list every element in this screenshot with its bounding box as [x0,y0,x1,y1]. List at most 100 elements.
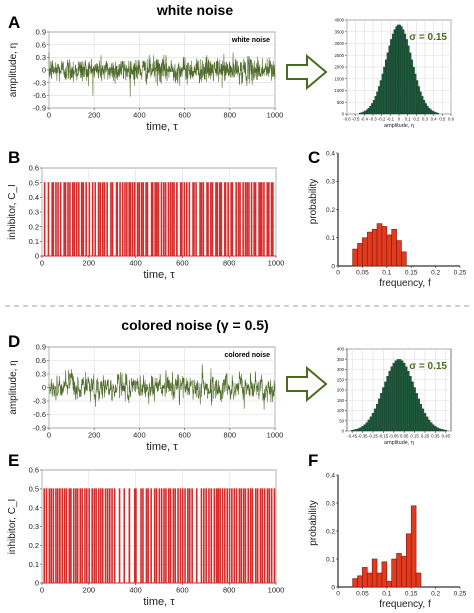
chart-e-inhibitor: 0 0.1 0.2 0.3 0.4 0.5 0.6 0 200 400 600 800 1000 time… [7,466,284,608]
histogram-bar [427,419,431,432]
histogram-bar [373,408,377,432]
y-tick-label: 2000 [334,65,344,70]
histogram-bar [428,107,431,115]
histogram-bar [404,33,407,115]
x-axis-label: time, τ [146,441,178,453]
spike-pulse [254,182,257,256]
spike-pulse [99,182,102,256]
y-tick-label: 1000 [334,88,344,93]
histogram-bar [415,572,422,588]
histogram-bar [405,39,408,115]
spike-pulse [231,182,234,256]
histogram-bar [372,100,375,115]
x-tick-label: -0.05 [389,433,399,438]
chart-b-inhibitor: 0 0.1 0.2 0.3 0.4 0.5 0.6 0 200 400 600 800 1000 time… [7,164,284,281]
spike-pulse [215,182,217,256]
histogram-bar [421,96,424,115]
x-tick-label: 0 [47,431,51,440]
histogram-bar [442,429,445,432]
y-tick-label: 0.3 [36,370,46,379]
x-tick-label: 200 [88,111,101,120]
spike-pulse [240,488,243,583]
histogram-bar [440,429,443,432]
y-tick-label: 0.4 [326,150,335,157]
x-tick-label: 0.1 [382,270,391,277]
spike-pulse [215,488,218,583]
histogram-bar [376,223,383,267]
spike-pulse [213,488,216,583]
histogram-bar [391,33,394,115]
y-tick-label: 0.3 [326,179,335,186]
spike-pulse [56,488,59,583]
x-tick-label: 400 [129,259,142,268]
spike-pulse [211,182,214,256]
spike-pulse [224,488,226,583]
x-tick-label: 0.2 [413,116,420,121]
x-tick-label: -0.1 [387,116,395,121]
spike-pulse [78,182,80,256]
y-tick-label: 100 [337,408,345,413]
histogram-bar [419,403,423,432]
x-tick-label: 0.45 [442,433,451,438]
histogram-bar [391,228,397,267]
spike-pulse [251,488,254,583]
x-tick-label: 1000 [268,259,285,268]
spike-pulse [48,488,51,583]
x-axis-label: frequency, f [379,278,431,289]
spike-pulse [218,182,221,256]
spike-pulse [51,182,53,256]
spike-pulse [242,182,244,256]
spike-pulse [157,182,160,256]
histogram-bar [419,91,422,115]
spike-pulse [70,488,72,583]
histogram-bar [369,105,372,115]
spike-pulse [181,182,183,256]
spike-pulse [244,182,247,256]
spike-pulse [128,488,131,583]
spike-pulse [142,488,144,583]
spike-pulse [160,488,163,583]
spike-pulse [81,488,83,583]
histogram-bar [386,581,392,588]
panel-letter-c: C [308,148,320,167]
spike-pulse [65,488,68,583]
histogram-bar [371,103,374,115]
histogram-bar [444,430,447,432]
histogram-bar [384,381,387,432]
histogram-bar [410,59,414,115]
spike-pulse [239,182,241,256]
x-tick-label: -0.5 [352,116,360,121]
spike-pulse [140,488,142,583]
x-tick-label: 0 [398,116,401,121]
spike-pulse [59,488,61,583]
spike-pulse [45,488,48,583]
histogram-bar [383,66,386,115]
spike-pulse [94,182,97,256]
x-tick-label: 0.25 [454,591,467,598]
spike-pulse [123,488,126,583]
chart-a-inset-histogram: 0 500 1000 1500 2000 2500 3000 3500 4000 -0.6 -0.5… [334,18,454,129]
spike-pulse [154,182,156,256]
spike-pulse [202,182,205,256]
y-tick-label: 0.4 [29,503,39,512]
x-axis-label: amplitude, η [384,123,414,129]
y-tick-label: 0 [42,383,46,392]
histogram-bar [412,66,415,115]
x-tick-label: 800 [224,111,237,120]
spike-pulse [235,488,238,583]
spike-pulse [135,488,137,583]
y-tick-label: 0.4 [29,193,39,202]
histogram-bar [367,107,370,115]
x-tick-label: 800 [224,431,237,440]
spike-pulse [79,488,82,583]
spike-pulse [199,182,201,256]
histogram-bar [391,558,397,588]
x-tick-label: 600 [176,259,189,268]
histogram-bar [386,234,392,267]
histogram-bar [381,73,384,115]
y-tick-label: 0.2 [326,207,335,214]
spike-pulse [131,182,134,256]
x-tick-label: 800 [223,259,236,268]
spike-pulse [181,488,184,583]
spike-pulse [169,488,172,583]
